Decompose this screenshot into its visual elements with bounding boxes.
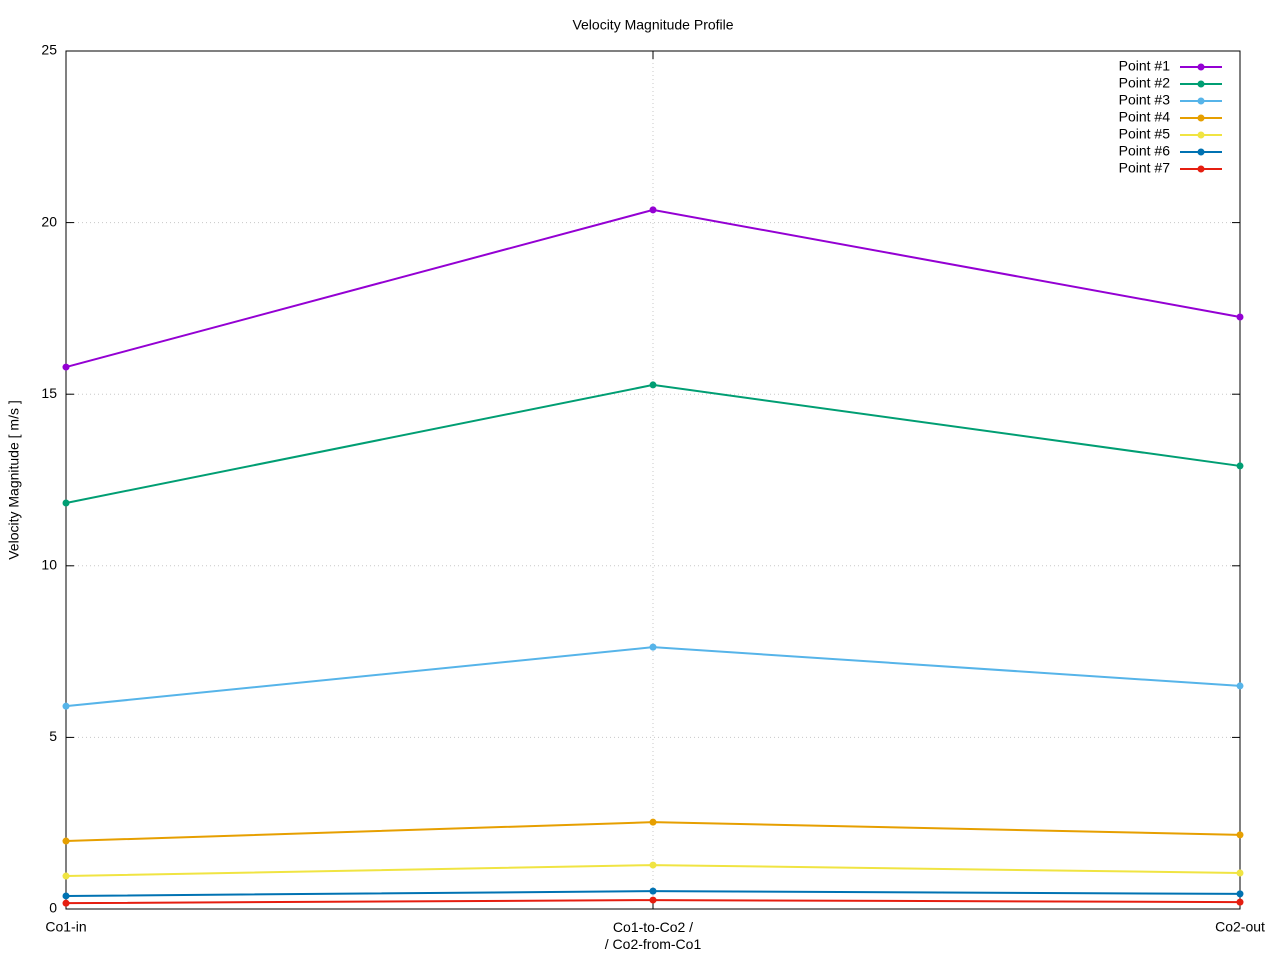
y-tick-label: 25 [41,42,57,58]
data-point [1236,869,1244,877]
data-point [649,643,657,651]
x-tick-label: Co1-to-Co2 // Co2-from-Co1 [605,919,702,952]
y-tick-label: 15 [41,385,57,401]
data-point [1236,462,1244,470]
legend-label: Point #1 [1119,58,1171,74]
data-point [62,837,70,845]
y-tick-label: 0 [49,900,57,916]
data-point [1236,313,1244,321]
data-point [649,381,657,389]
plot-frame [65,50,1241,910]
legend-marker [1197,165,1205,173]
legend-label: Point #2 [1119,75,1171,91]
data-point [62,899,70,907]
y-axis-label: Velocity Magnitude [ m/s ] [6,400,22,560]
legend-marker [1197,148,1205,156]
data-point [649,887,657,895]
y-tick-label: 10 [41,557,57,573]
data-point [649,896,657,904]
x-tick-label: Co1-in [45,919,86,935]
legend-label: Point #3 [1119,92,1171,108]
legend-label: Point #7 [1119,160,1171,176]
data-point [1236,898,1244,906]
data-point [1236,890,1244,898]
y-tick-label: 20 [41,213,57,229]
legend-label: Point #4 [1119,109,1171,125]
y-tick-label: 5 [49,728,57,744]
legend-marker [1197,114,1205,122]
legend-label: Point #6 [1119,143,1171,159]
chart-title: Velocity Magnitude Profile [572,17,733,33]
legend-marker [1197,63,1205,71]
legend-label: Point #5 [1119,126,1171,142]
data-point [62,872,70,880]
data-point [62,702,70,710]
data-point [649,818,657,826]
data-point [1236,831,1244,839]
data-point [649,861,657,869]
x-tick-label: Co2-out [1215,919,1265,935]
data-point [62,499,70,507]
data-point [649,206,657,214]
data-point [62,363,70,371]
legend-marker [1197,97,1205,105]
legend-marker [1197,131,1205,139]
data-point [62,892,70,900]
data-point [1236,682,1244,690]
legend-marker [1197,80,1205,88]
